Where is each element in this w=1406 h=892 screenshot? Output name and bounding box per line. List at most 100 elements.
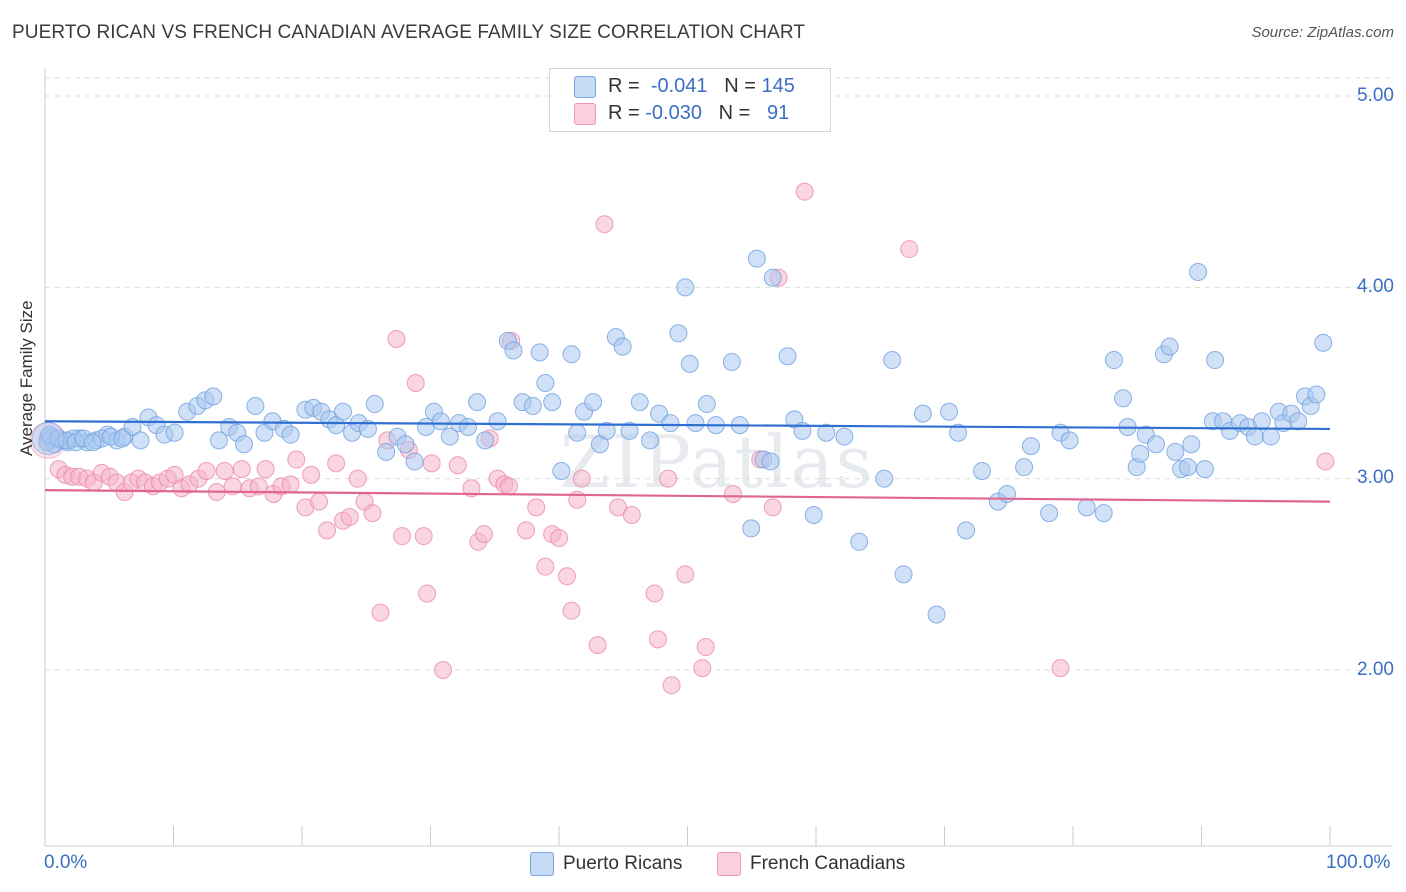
data-point [697, 395, 716, 414]
axes [44, 68, 1392, 847]
data-point [883, 351, 902, 370]
data-point [723, 484, 742, 503]
data-point [504, 341, 523, 360]
data-point [523, 396, 542, 415]
data-point [113, 429, 132, 448]
legend-n-label: N = [724, 75, 756, 97]
data-point [676, 278, 695, 297]
data-point [340, 507, 359, 526]
data-point [693, 659, 712, 678]
data-point [659, 469, 678, 488]
data-point [568, 423, 587, 442]
data-point [1160, 337, 1179, 356]
trend-line [44, 489, 1331, 503]
legend-n-value: 91 [767, 102, 790, 124]
data-point [459, 418, 478, 437]
data-point [661, 414, 680, 433]
data-point [165, 423, 184, 442]
trend-lines [44, 420, 1331, 503]
data-point [318, 521, 337, 540]
data-point [448, 456, 467, 475]
data-point [371, 603, 390, 622]
legend-r-label: R = [608, 75, 640, 97]
data-point [1252, 412, 1271, 431]
data-point [696, 638, 715, 657]
data-point [476, 431, 495, 450]
trend-line [44, 420, 1331, 431]
data-point [434, 661, 453, 679]
legend-n-value: 145 [761, 75, 795, 97]
data-point [1131, 444, 1150, 463]
data-point [817, 423, 836, 442]
data-point [973, 462, 992, 481]
data-point [595, 215, 614, 234]
data-point [1040, 504, 1059, 523]
data-point [377, 442, 396, 461]
data-point [645, 584, 664, 603]
data-point [1104, 351, 1123, 370]
legend-n-label: N = [718, 102, 751, 124]
data-point [676, 565, 695, 584]
data-point [1261, 427, 1280, 446]
data-point [850, 532, 869, 551]
legend-row-french-canadians: R = -0.030 N = 91 [574, 102, 789, 126]
data-point [249, 477, 268, 496]
data-point-cluster [31, 421, 65, 455]
data-point [1178, 458, 1197, 477]
data-point [246, 396, 265, 415]
data-point [875, 469, 894, 488]
data-point [281, 425, 300, 444]
data-point [327, 454, 346, 473]
data-point [1307, 385, 1326, 404]
data-point [363, 504, 382, 523]
data-point [552, 462, 571, 481]
x-tick-label-min: 0.0% [44, 852, 88, 873]
data-point [536, 374, 555, 392]
bottom-legend-swatch-pink [717, 852, 741, 876]
data-point [1147, 435, 1166, 454]
data-point [215, 462, 234, 481]
data-point [584, 393, 603, 412]
y-tick-label: 3.00 [1357, 467, 1394, 488]
data-point [235, 435, 254, 454]
data-point [998, 484, 1017, 503]
data-point [680, 354, 699, 373]
data-point [913, 404, 932, 423]
data-point [204, 387, 223, 406]
data-point [1189, 263, 1208, 282]
correlation-legend: R = -0.041 N = 145 R = -0.030 N = 91 [549, 68, 831, 132]
data-point [543, 393, 562, 412]
data-point [742, 519, 761, 538]
data-point [747, 249, 766, 268]
data-point [1316, 452, 1335, 471]
series-puerto-ricans [31, 249, 1333, 624]
data-point [197, 462, 216, 481]
data-point [393, 527, 412, 546]
data-point [940, 402, 959, 421]
legend-swatch-blue [574, 76, 596, 98]
legend-r-label: R = [608, 102, 640, 124]
y-axis-label: Average Family Size [17, 300, 36, 456]
data-point [256, 460, 275, 479]
data-point [662, 676, 681, 695]
data-point [287, 450, 306, 469]
legend-r-value: -0.030 [645, 102, 702, 124]
data-point [550, 528, 568, 547]
data-point [620, 421, 639, 440]
data-point [1206, 351, 1225, 370]
data-point [517, 521, 536, 540]
data-point [949, 423, 968, 442]
data-point [613, 337, 632, 356]
data-point [778, 347, 797, 366]
data-point [763, 498, 782, 517]
data-point [1114, 389, 1133, 408]
data-point [900, 240, 919, 259]
data-point [422, 454, 441, 473]
data-point [669, 324, 688, 343]
data-point [209, 431, 228, 450]
data-point [1060, 431, 1079, 450]
data-point [1015, 458, 1034, 477]
data-point [474, 525, 493, 544]
data-point [1021, 437, 1040, 456]
